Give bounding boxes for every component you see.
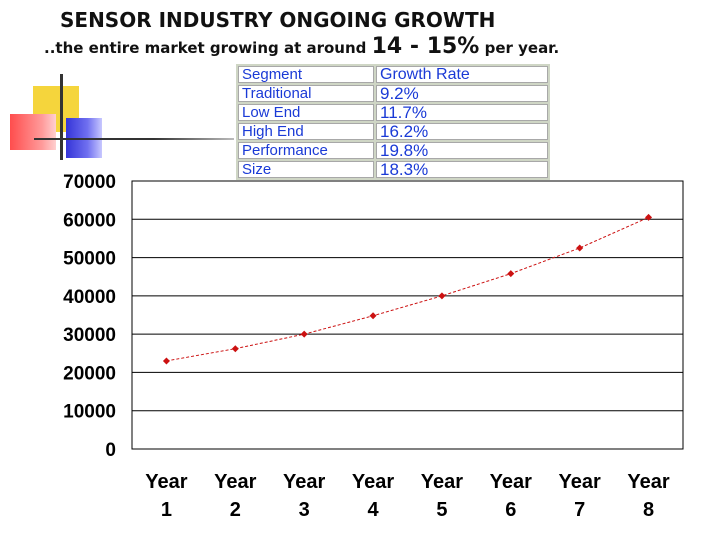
table-row: Size 18.3% [238,161,548,178]
x-tick-label: 3 [299,499,310,521]
series-line [166,216,649,362]
segment-growth-rate: 11.7% [376,104,548,121]
data-point [162,357,170,365]
segment-name: High End [238,123,374,140]
x-tick-label: Year [490,471,532,493]
decorative-horizontal-line [34,138,234,140]
x-tick-label: 7 [574,499,585,521]
segment-growth-rate: 9.2% [376,85,548,102]
y-tick-label: 40000 [63,287,116,308]
subtitle-text: ..the entire market growing at around [44,39,372,57]
x-tick-label: Year [559,471,601,493]
table-header-segment: Segment [238,66,374,83]
segment-growth-rate: 18.3% [376,161,548,178]
y-tick-label: 20000 [63,363,116,384]
data-point [231,345,239,353]
y-tick-label: 50000 [63,249,116,270]
segment-name: Performance [238,142,374,159]
segment-growth-table: Segment Growth Rate Traditional 9.2% Low… [236,64,550,180]
x-tick-label: 2 [230,499,241,521]
x-tick-label: Year [627,471,669,493]
data-point [576,244,584,252]
x-tick-label: Year [352,471,394,493]
segment-name: Low End [238,104,374,121]
x-tick-label: Year [283,471,325,493]
x-tick-label: 1 [161,499,172,521]
table-row: Traditional 9.2% [238,85,548,102]
table-row: High End 16.2% [238,123,548,140]
decorative-vertical-line [60,74,63,160]
table-row: Performance 19.8% [238,142,548,159]
subtitle-suffix: per year. [479,39,560,57]
x-tick-label: Year [421,471,463,493]
segment-growth-rate: 19.8% [376,142,548,159]
data-point [438,292,446,300]
table-header-growth-rate: Growth Rate [376,66,548,83]
slide-subtitle: ..the entire market growing at around 14… [44,34,559,59]
segment-name: Traditional [238,85,374,102]
x-tick-label: 4 [368,499,380,521]
slide-title: SENSOR INDUSTRY ONGOING GROWTH [60,8,496,32]
table-header-row: Segment Growth Rate [238,66,548,83]
y-tick-label: 70000 [63,172,116,193]
segment-growth-rate: 16.2% [376,123,548,140]
segment-name: Size [238,161,374,178]
x-tick-label: 8 [643,499,654,521]
subtitle-growth-range: 14 - 15% [371,34,480,59]
plot-area-border [131,180,684,450]
y-tick-label: 10000 [63,402,116,423]
y-tick-label: 60000 [63,210,116,231]
x-tick-label: 6 [505,499,516,521]
data-point [645,213,653,221]
decorative-red-square [10,114,56,150]
data-point [507,270,515,278]
table-row: Low End 11.7% [238,104,548,121]
y-tick-label: 30000 [63,325,116,346]
x-tick-label: Year [145,471,187,493]
x-tick-label: Year [214,471,256,493]
x-tick-label: 5 [436,499,447,521]
data-point [300,330,308,338]
y-tick-label: 0 [105,440,116,461]
data-point [369,312,377,320]
